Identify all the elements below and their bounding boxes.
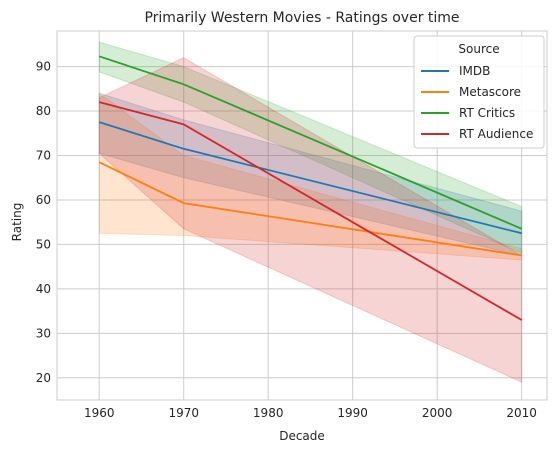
x-tick-label: 1980 bbox=[253, 406, 284, 420]
y-tick-label: 60 bbox=[36, 193, 51, 207]
ci-band-series-1 bbox=[98, 92, 523, 261]
legend-label: IMDB bbox=[459, 64, 490, 78]
legend-title: Source bbox=[458, 42, 499, 56]
chart-title: Primarily Western Movies - Ratings over … bbox=[144, 10, 459, 26]
y-tick-label: 40 bbox=[36, 282, 51, 296]
y-tick-label: 70 bbox=[36, 148, 51, 162]
ci-band-series-3 bbox=[98, 57, 523, 383]
series-lines bbox=[98, 55, 523, 321]
line-series-3 bbox=[98, 101, 523, 321]
legend-box bbox=[413, 35, 545, 149]
x-tick-label: 1970 bbox=[168, 406, 199, 420]
y-tick-label: 80 bbox=[36, 104, 51, 118]
plot-frame bbox=[56, 30, 548, 401]
x-axis-label: Decade bbox=[279, 429, 325, 443]
x-tick-label: 1990 bbox=[337, 406, 368, 420]
y-tick-label: 30 bbox=[36, 326, 51, 340]
y-axis-label: Rating bbox=[10, 203, 24, 242]
ci-band-series-2 bbox=[98, 41, 523, 255]
y-tick-label: 90 bbox=[36, 60, 51, 74]
legend-label: RT Audience bbox=[459, 127, 533, 141]
confidence-bands bbox=[98, 41, 523, 383]
y-axis-ticks: 20 30 40 50 60 70 80 90 bbox=[36, 60, 51, 385]
y-tick-label: 20 bbox=[36, 371, 51, 385]
y-tick-label: 50 bbox=[36, 237, 51, 251]
legend-label: RT Critics bbox=[459, 106, 515, 120]
legend-label: Metascore bbox=[459, 85, 521, 99]
x-tick-label: 2000 bbox=[422, 406, 453, 420]
line-series-1 bbox=[98, 161, 522, 257]
legend: Source IMDB Metascore RT Critics RT Audienc… bbox=[413, 35, 545, 149]
line-series-2 bbox=[98, 55, 523, 230]
x-axis-ticks: 1960 1970 1980 1990 2000 2010 bbox=[84, 406, 537, 420]
line-series-0 bbox=[98, 121, 522, 235]
x-tick-label: 1960 bbox=[84, 406, 115, 420]
legend-items: IMDB Metascore RT Critics RT Audience bbox=[421, 64, 533, 141]
x-tick-label: 2010 bbox=[506, 406, 537, 420]
